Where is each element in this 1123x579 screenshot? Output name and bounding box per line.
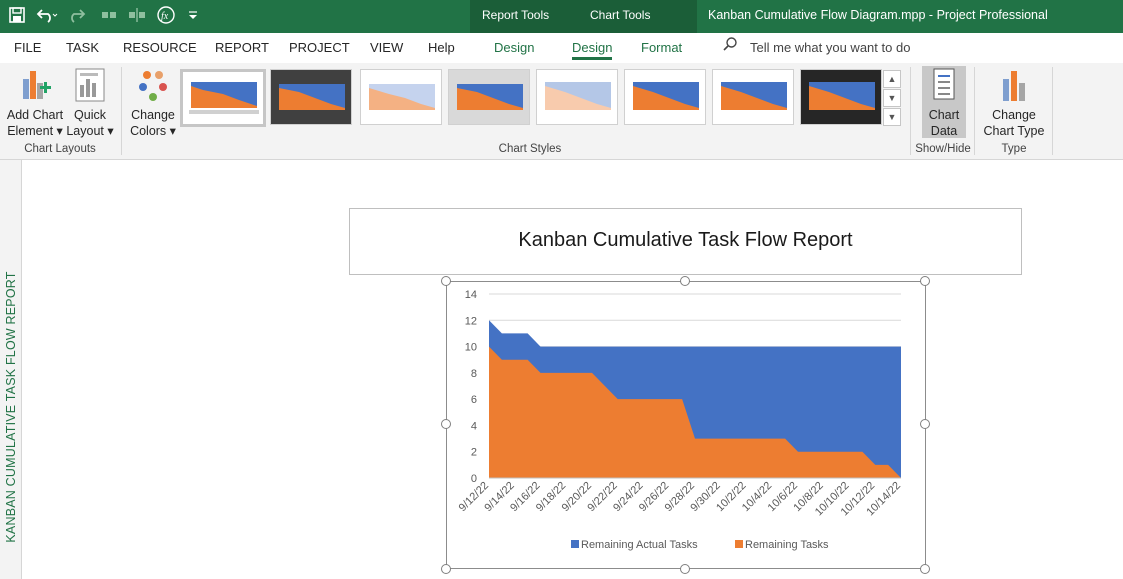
chart-style-6[interactable] bbox=[624, 69, 706, 125]
undo-icon[interactable] bbox=[36, 6, 58, 28]
change-chart-type-icon bbox=[980, 67, 1048, 103]
resize-handle-tm[interactable] bbox=[680, 276, 690, 286]
chart-layouts-group-label: Chart Layouts bbox=[24, 143, 96, 155]
y-tick-label: 2 bbox=[471, 447, 477, 459]
change-chart-type-line1: Change bbox=[992, 108, 1036, 122]
resize-handle-bl[interactable] bbox=[441, 564, 451, 574]
gallery-down-icon[interactable]: ▼ bbox=[883, 89, 901, 107]
tab-chart-format[interactable]: Format bbox=[641, 40, 683, 55]
chart-styles-group-label: Chart Styles bbox=[498, 143, 562, 155]
chart-data-button[interactable]: Chart Data bbox=[922, 67, 966, 139]
chart-data-line1: Chart bbox=[928, 108, 960, 122]
legend-label: Remaining Actual Tasks bbox=[581, 539, 698, 551]
chart-styles-gallery bbox=[178, 69, 882, 127]
quick-access-toolbar: fx bbox=[8, 0, 200, 33]
change-chart-type-line2: Chart Type bbox=[983, 124, 1045, 138]
gallery-more-icon[interactable]: ▼ bbox=[883, 108, 901, 126]
type-group-label: Type bbox=[1001, 143, 1027, 155]
quick-layout-icon bbox=[66, 67, 114, 103]
svg-text:fx: fx bbox=[161, 11, 169, 22]
legend-swatch bbox=[571, 540, 579, 548]
quick-layout-button[interactable]: Quick Layout ▾ bbox=[66, 67, 114, 139]
y-tick-label: 6 bbox=[471, 394, 477, 406]
ribbon-separator bbox=[121, 67, 122, 155]
change-colors-line1: Change bbox=[131, 108, 175, 122]
unlink-icon[interactable] bbox=[128, 6, 146, 28]
resize-handle-tr[interactable] bbox=[920, 276, 930, 286]
search-icon bbox=[722, 33, 738, 63]
tab-resource[interactable]: RESOURCE bbox=[123, 40, 197, 55]
ribbon-tabs: FILE TASK RESOURCE REPORT PROJECT VIEW H… bbox=[0, 33, 1123, 63]
report-title: Kanban Cumulative Task Flow Report bbox=[518, 229, 853, 251]
fx-icon[interactable]: fx bbox=[156, 5, 176, 29]
change-colors-line2: Colors ▾ bbox=[130, 124, 176, 138]
chart-style-2[interactable] bbox=[270, 69, 352, 125]
resize-handle-tl[interactable] bbox=[441, 276, 451, 286]
link-icon[interactable] bbox=[100, 6, 118, 28]
add-chart-element-line2: Element ▾ bbox=[7, 124, 63, 138]
y-tick-label: 0 bbox=[471, 473, 477, 485]
chart-data-icon bbox=[922, 67, 966, 103]
resize-handle-bm[interactable] bbox=[680, 564, 690, 574]
legend-swatch bbox=[735, 540, 743, 548]
ribbon-separator bbox=[1052, 67, 1053, 155]
tab-report-design[interactable]: Design bbox=[494, 40, 535, 55]
add-chart-element-button[interactable]: Add Chart Element ▾ bbox=[4, 67, 66, 139]
change-colors-icon bbox=[127, 67, 179, 103]
add-chart-element-icon bbox=[4, 67, 66, 103]
report-title-box[interactable]: Kanban Cumulative Task Flow Report bbox=[349, 208, 1022, 275]
chart-area[interactable]: 0 2 4 6 8 10 12 14 9/12/22 9/14/22 9/16/22 9/18/22 9… bbox=[446, 281, 926, 569]
ribbon-separator bbox=[910, 67, 911, 155]
window-title: Kanban Cumulative Flow Diagram.mpp - Pro… bbox=[708, 8, 1048, 22]
report-side-strip bbox=[0, 160, 22, 579]
y-tick-label: 8 bbox=[471, 368, 477, 380]
chart-style-3[interactable] bbox=[360, 69, 442, 125]
tab-report[interactable]: REPORT bbox=[215, 40, 269, 55]
context-tab-headers: Report Tools Chart Tools bbox=[470, 0, 697, 33]
quick-layout-line2: Layout ▾ bbox=[66, 124, 114, 138]
y-tick-label: 10 bbox=[465, 342, 477, 354]
y-tick-label: 14 bbox=[465, 289, 477, 301]
resize-handle-mr[interactable] bbox=[920, 419, 930, 429]
tab-help[interactable]: Help bbox=[428, 40, 455, 55]
resize-handle-br[interactable] bbox=[920, 564, 930, 574]
ribbon-separator bbox=[974, 67, 975, 155]
redo-icon[interactable] bbox=[68, 6, 90, 28]
tell-me-text: Tell me what you want to do bbox=[750, 40, 911, 55]
legend-label: Remaining Tasks bbox=[745, 539, 829, 551]
tab-task[interactable]: TASK bbox=[66, 40, 99, 55]
y-tick-label: 4 bbox=[471, 420, 477, 432]
chart-tools-header: Chart Tools bbox=[590, 8, 651, 22]
tab-file[interactable]: FILE bbox=[14, 40, 42, 55]
change-colors-button[interactable]: Change Colors ▾ bbox=[127, 67, 179, 139]
quick-layout-line1: Quick bbox=[74, 108, 106, 122]
gallery-up-icon[interactable]: ▲ bbox=[883, 70, 901, 88]
ribbon: Add Chart Element ▾ Quick Layout ▾ Chart… bbox=[0, 63, 1123, 160]
y-tick-label: 12 bbox=[465, 315, 477, 327]
chart-style-1[interactable] bbox=[180, 69, 266, 127]
chart-style-5[interactable] bbox=[536, 69, 618, 125]
tab-view[interactable]: VIEW bbox=[370, 40, 404, 55]
cumulative-flow-chart: 024681012149/12/229/14/229/16/229/18/229… bbox=[457, 289, 903, 551]
report-side-label: KANBAN CUMULATIVE TASK FLOW REPORT bbox=[4, 271, 18, 543]
report-tools-header: Report Tools bbox=[482, 8, 550, 22]
show-hide-group-label: Show/Hide bbox=[915, 143, 971, 155]
title-bar: fx Report Tools Chart Tools Kanban Cumul… bbox=[0, 0, 1123, 33]
chart-style-7[interactable] bbox=[712, 69, 794, 125]
resize-handle-ml[interactable] bbox=[441, 419, 451, 429]
customize-qat-icon[interactable] bbox=[186, 6, 200, 28]
area-series bbox=[489, 346, 901, 478]
chart-data-line2: Data bbox=[930, 124, 958, 138]
tell-me-search[interactable]: Tell me what you want to do bbox=[722, 33, 910, 63]
chart-style-8[interactable] bbox=[800, 69, 882, 125]
tab-chart-design[interactable]: Design bbox=[572, 33, 613, 63]
change-chart-type-button[interactable]: Change Chart Type bbox=[980, 67, 1048, 139]
save-icon[interactable] bbox=[8, 6, 26, 28]
add-chart-element-line1: Add Chart bbox=[6, 108, 64, 122]
chart-style-4[interactable] bbox=[448, 69, 530, 125]
tab-project[interactable]: PROJECT bbox=[289, 40, 350, 55]
